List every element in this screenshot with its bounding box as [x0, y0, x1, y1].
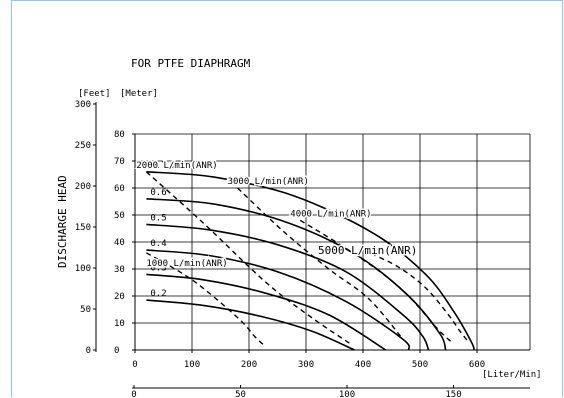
lower-x-tick-label: 0: [131, 390, 136, 398]
air-consumption-curve: [299, 219, 452, 343]
feet-tick-label: 300: [75, 100, 91, 110]
x-tick-label: 200: [241, 360, 257, 370]
meter-tick-label: 60: [114, 184, 125, 194]
chart-title: FOR PTFE DIAPHRAGM: [131, 57, 251, 70]
y-axis-label: DISCHARGE HEAD: [56, 175, 69, 268]
y-unit-meter: [Meter]: [120, 89, 158, 99]
x-tick-label: 500: [412, 360, 428, 370]
feet-tick-label: 100: [75, 264, 91, 274]
air-curve-label: 3000 L/min(ANR): [228, 177, 309, 187]
chart-frame: [11, 0, 563, 397]
pressure-curve: [146, 198, 447, 351]
lower-x-tick-label: 100: [339, 390, 355, 398]
meter-tick-label: 20: [114, 292, 125, 302]
y-unit-feet: [Feet]: [78, 89, 111, 99]
curve-labels: 0.2 0.3 0.4 0.5 0.6 0.7 MPa 1000 L/min(ANR) 200…: [135, 159, 419, 299]
x-tick-label: 100: [184, 360, 200, 370]
feet-tick-label: 150: [75, 223, 91, 233]
pressure-curve-label: 0.7 MPa: [150, 161, 188, 171]
feet-tick-label: 50: [80, 305, 91, 315]
feet-tick-label: 200: [75, 182, 91, 192]
meter-tick-label: 40: [114, 238, 125, 248]
feet-tick-label: 0: [86, 346, 91, 356]
x-tick-label: 0: [132, 360, 137, 370]
pressure-curve-label: 0.6: [150, 188, 166, 198]
lower-x-tick-label: 150: [445, 390, 461, 398]
meter-tick-label: 30: [114, 265, 125, 275]
meter-tick-label: 80: [114, 130, 125, 140]
x-tick-label: 600: [469, 360, 485, 370]
meter-tick-label: 70: [114, 157, 125, 167]
x-tick-label: 300: [298, 360, 314, 370]
grid: [135, 133, 531, 350]
meter-tick-label: 10: [114, 319, 125, 329]
air-consumption-curve: [146, 252, 264, 346]
axes: [93, 102, 530, 389]
air-curve-label: 4000 L/min(ANR): [290, 209, 371, 219]
pressure-curve: [146, 171, 475, 351]
pressure-curve-label: 0.2: [150, 289, 166, 299]
air-curve-label: 1000 L/min(ANR): [146, 259, 227, 269]
air-curve-label: 2000 L/min(ANR): [136, 161, 217, 171]
pressure-curve: [146, 223, 430, 351]
pressure-curve: [146, 249, 411, 351]
pressure-curve-label: 0.5: [150, 213, 166, 223]
pressure-curve: [146, 273, 387, 351]
x-unit-label: [Liter/Min]: [482, 370, 542, 380]
curves: [145, 171, 475, 351]
meter-tick-label: 50: [114, 211, 125, 221]
air-curve-label: 5000 L/min(ANR): [318, 244, 417, 257]
air-consumption-curve: [145, 171, 352, 346]
meter-tick-label: 0: [114, 346, 119, 356]
pressure-curve: [146, 299, 355, 351]
pressure-curve-label: 0.4: [150, 239, 166, 249]
lower-x-tick-label: 50: [235, 390, 246, 398]
tick-labels: 0 10 20 30 40 50 60 70 80 0 50 100 150 200 250 300 0 100 2…: [75, 100, 485, 398]
air-consumption-curve: [362, 249, 469, 343]
x-tick-label: 400: [355, 360, 371, 370]
feet-tick-label: 250: [75, 141, 91, 151]
pressure-curve-label: 0.3: [150, 263, 166, 273]
